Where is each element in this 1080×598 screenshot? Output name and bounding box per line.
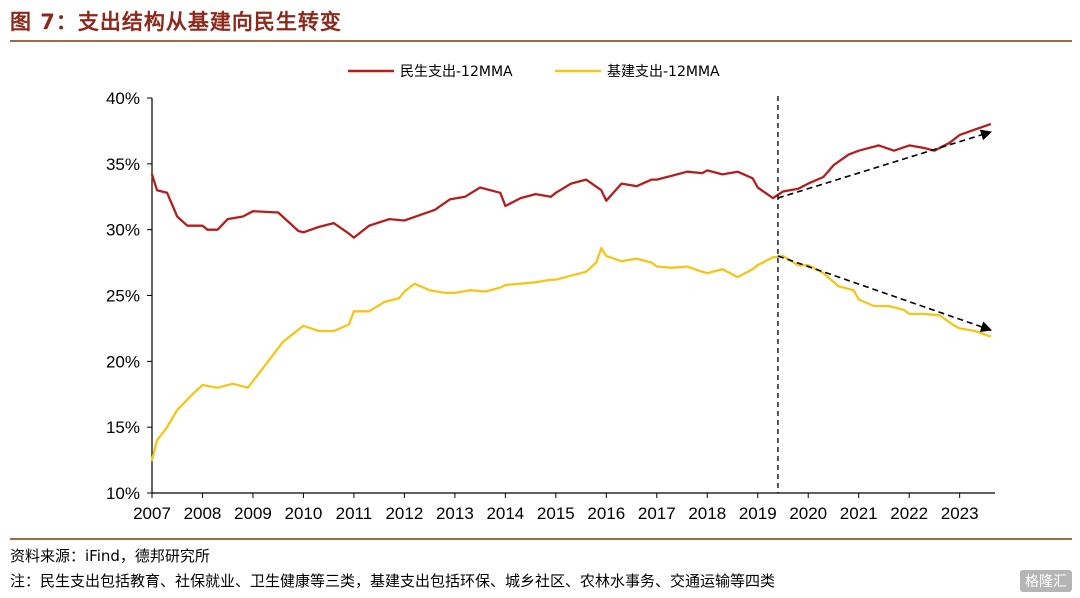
chart-axes: 10% 15% 20% 25% 30% 35% 40% 2007 2008 2009 2010 201… [106, 89, 995, 523]
series-line-infrastructure [150, 246, 992, 462]
x-tick-label: 2010 [285, 504, 323, 523]
y-tick-label: 35% [106, 155, 140, 174]
x-tick-label: 2014 [486, 504, 524, 523]
data-source: 资料来源：iFind，德邦研究所 [10, 547, 210, 565]
x-tick-label: 2019 [739, 504, 777, 523]
x-tick-label: 2015 [537, 504, 575, 523]
y-tick-label: 30% [106, 221, 140, 240]
x-tick-label: 2007 [133, 504, 171, 523]
x-tick-label: 2016 [587, 504, 625, 523]
y-tick-label: 15% [106, 418, 140, 437]
chart-legend: 民生支出-12MMA 基建支出-12MMA [348, 63, 720, 80]
watermark-logo: 格隆汇 [1020, 570, 1072, 592]
x-tick-label: 2023 [941, 504, 979, 523]
x-tick-label: 2009 [234, 504, 272, 523]
trend-arrow-down [777, 255, 993, 333]
line-chart: 民生支出-12MMA 基建支出-12MMA 10% 15% 20% 25% 30% 35%… [106, 63, 995, 523]
x-tick-label: 2018 [688, 504, 726, 523]
source-divider [10, 538, 1072, 540]
chart-series [150, 123, 992, 462]
legend-label-livelihood: 民生支出-12MMA [400, 64, 513, 80]
series-line-livelihood [150, 123, 992, 239]
x-tick-label: 2021 [840, 504, 878, 523]
x-tick-label: 2008 [184, 504, 222, 523]
figure-title: 图 7：支出结构从基建向民生转变 [10, 10, 342, 34]
title-divider [10, 40, 1072, 42]
legend-label-infrastructure: 基建支出-12MMA [607, 63, 720, 80]
x-tick-label: 2022 [890, 504, 928, 523]
footnote: 注：民生支出包括教育、社保就业、卫生健康等三类，基建支出包括环保、城乡社区、农林… [10, 572, 776, 590]
x-tick-label: 2013 [436, 504, 474, 523]
x-tick-label: 2017 [638, 504, 676, 523]
x-tick-label: 2011 [336, 504, 373, 523]
y-tick-label: 20% [106, 352, 140, 371]
x-tick-label: 2012 [385, 504, 423, 523]
y-tick-label: 10% [106, 484, 140, 503]
chart-annotations [777, 96, 993, 493]
trend-arrow-up [777, 129, 993, 199]
y-tick-label: 40% [106, 89, 140, 108]
x-tick-label: 2020 [789, 504, 827, 523]
y-tick-label: 25% [106, 287, 140, 306]
